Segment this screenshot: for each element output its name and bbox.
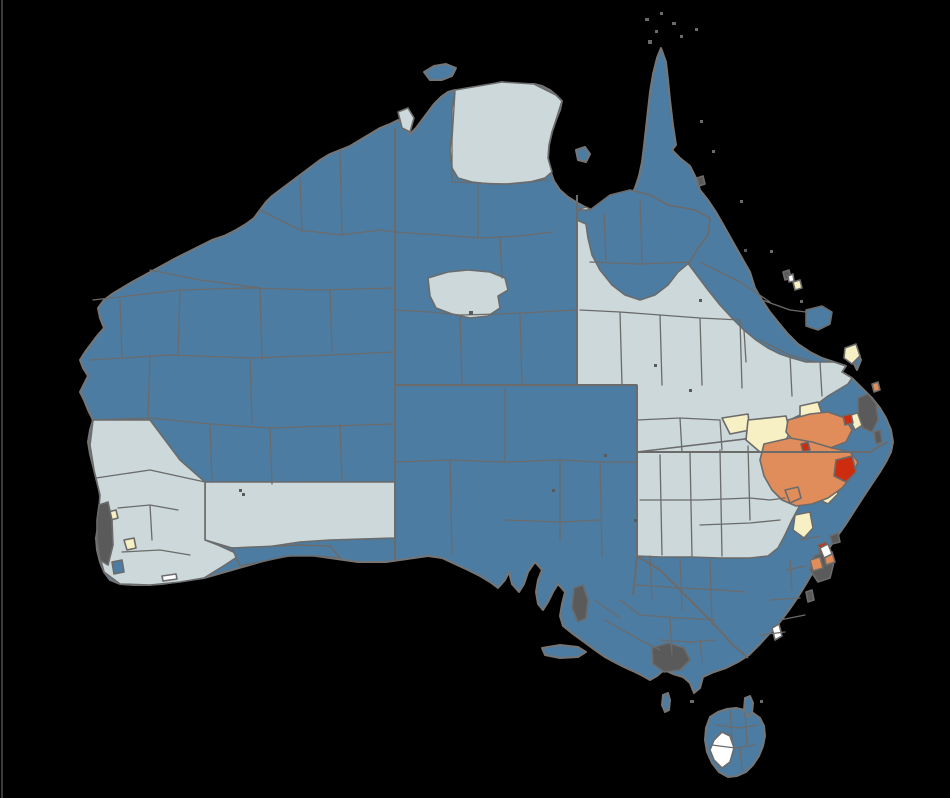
urban-brisbane bbox=[857, 393, 879, 433]
patch-esperance-strip bbox=[231, 544, 341, 567]
region-tiwi-islands bbox=[423, 63, 457, 81]
mesh-victoria-riverina bbox=[594, 555, 746, 663]
island-speck bbox=[700, 120, 703, 123]
island-speck bbox=[690, 700, 694, 703]
mesh-tasmania bbox=[711, 709, 759, 771]
zone-top-end-nt bbox=[449, 81, 563, 185]
mesh-northern-territory bbox=[394, 91, 578, 386]
island-speck bbox=[760, 700, 763, 703]
region-groote-eylandt bbox=[575, 146, 591, 163]
island-speck bbox=[740, 200, 743, 203]
white-southwest-tasmania bbox=[709, 731, 735, 769]
island-speck bbox=[648, 40, 652, 44]
orange-new-england bbox=[759, 437, 859, 507]
left-edge-line bbox=[1, 0, 3, 798]
town-dot-broken-hill bbox=[634, 519, 637, 522]
urban-layer bbox=[96, 175, 883, 673]
mesh-queensland bbox=[579, 199, 823, 453]
island-speck bbox=[672, 22, 676, 25]
urban-cairns bbox=[696, 175, 706, 187]
town-dot-kalgoorlie bbox=[242, 493, 245, 496]
cream-rockhampton bbox=[843, 343, 861, 365]
red-hotspot-main bbox=[833, 455, 857, 483]
red-hotspot-north bbox=[842, 413, 854, 426]
blue-patch-layer bbox=[111, 189, 833, 575]
town-dots bbox=[239, 249, 747, 522]
town-dot bbox=[604, 454, 607, 457]
zone-goldfields-band bbox=[204, 481, 396, 549]
region-flinders-island bbox=[743, 695, 754, 718]
white-wa-sliver bbox=[161, 573, 178, 582]
island-speck bbox=[800, 300, 803, 303]
mesh-new-south-wales bbox=[639, 445, 821, 636]
town-dot bbox=[744, 249, 747, 252]
orange-layer bbox=[759, 381, 881, 572]
torres-strait-specks bbox=[645, 12, 698, 44]
urban-adelaide bbox=[571, 584, 589, 623]
cream-perth-b bbox=[123, 537, 137, 551]
urban-gold-coast bbox=[873, 429, 883, 445]
town-dot bbox=[654, 364, 657, 367]
zone-alice-springs bbox=[427, 269, 509, 319]
island-speck bbox=[712, 150, 715, 153]
speck-layer bbox=[239, 12, 803, 703]
island-speck bbox=[645, 18, 649, 21]
island-speck bbox=[695, 28, 698, 31]
island-speck bbox=[655, 30, 658, 33]
state-borders bbox=[394, 128, 889, 659]
red-hotspot-west bbox=[800, 441, 811, 453]
island-speck bbox=[660, 12, 663, 15]
orange-sydney-a bbox=[809, 556, 824, 572]
urban-melbourne bbox=[651, 642, 691, 673]
patch-mackay-coast bbox=[805, 305, 833, 331]
state-border-layer bbox=[394, 128, 889, 659]
town-dot bbox=[239, 489, 242, 492]
patch-mount-isa-block bbox=[576, 189, 711, 301]
town-dot bbox=[552, 489, 555, 492]
town-dot bbox=[699, 299, 702, 302]
mesh-south-australia bbox=[394, 387, 636, 557]
district-mesh-layer bbox=[89, 91, 823, 771]
white-layer bbox=[161, 273, 833, 769]
town-dot bbox=[689, 389, 692, 392]
zone-nt-northwest-patch bbox=[397, 107, 415, 133]
island-speck bbox=[680, 35, 683, 38]
island-speck bbox=[770, 250, 773, 253]
orange-central-nsw-dot bbox=[784, 486, 802, 504]
white-townsville-dot bbox=[787, 273, 795, 283]
urban-perth bbox=[96, 501, 114, 566]
town-dot-alice bbox=[469, 311, 473, 315]
mesh-western-australia bbox=[89, 149, 396, 556]
urban-wollongong bbox=[805, 589, 815, 603]
region-kangaroo-island bbox=[541, 644, 587, 659]
white-sydney-spot bbox=[819, 543, 833, 559]
cream-townsville-dot bbox=[792, 279, 803, 291]
white-act-spot bbox=[771, 623, 783, 641]
patch-wa-south-coast-dot bbox=[111, 559, 125, 575]
orange-coast-dot bbox=[871, 381, 881, 393]
cream-central-nsw-b bbox=[792, 511, 814, 539]
region-king-island bbox=[661, 692, 671, 713]
coastal-specks bbox=[690, 120, 803, 703]
urban-newcastle bbox=[829, 532, 841, 545]
